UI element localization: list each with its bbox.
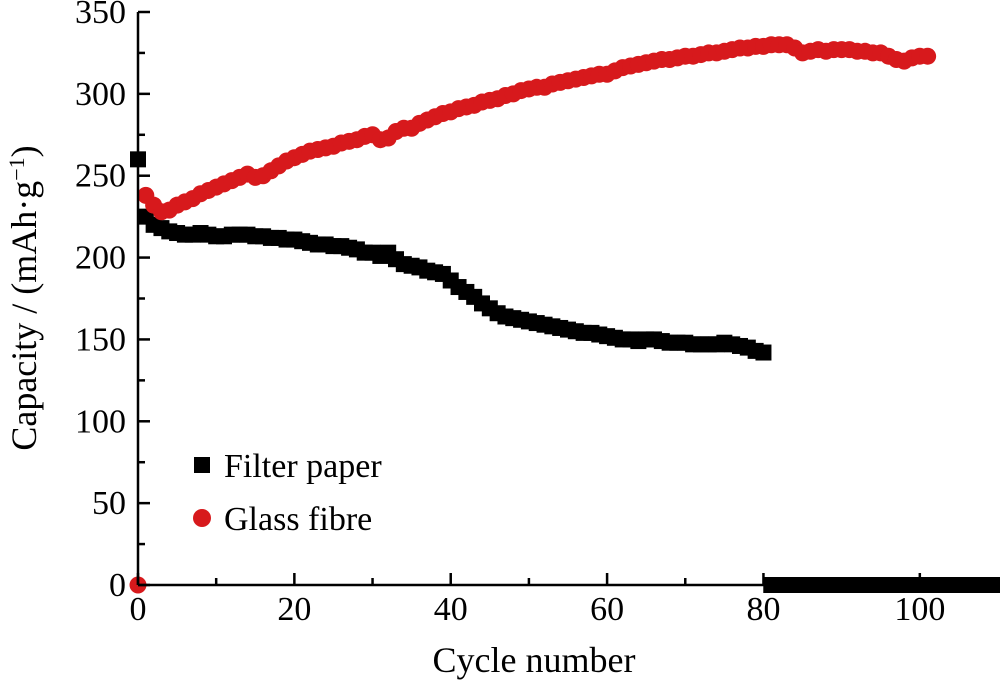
x-tick-label: 0: [130, 591, 147, 628]
series-glass-fibre: [129, 36, 937, 594]
y-tick-label: 0: [109, 567, 126, 604]
legend-marker-glass-fibre: [193, 509, 211, 527]
y-tick-label: 350: [75, 0, 126, 31]
x-tick-label: 40: [434, 591, 468, 628]
legend: Filter paper Glass fibre: [193, 448, 382, 538]
chart-tick-labels: 0 20 40 60 80 100 0 50 100 150 200 250 300 350: [75, 0, 945, 628]
x-axis-title: Cycle number: [433, 640, 636, 680]
y-tick-label: 50: [92, 485, 126, 522]
y-axis-title-superscript: −1: [4, 157, 29, 180]
filter-paper-point: [755, 344, 772, 361]
legend-label-glass-fibre: Glass fibre: [224, 501, 372, 538]
y-axis-title-main: Capacity / (mAh·g: [4, 181, 44, 451]
chart-ticks: [136, 10, 1000, 587]
legend-marker-filter-paper: [194, 457, 210, 473]
y-axis-title-suffix: ): [4, 145, 44, 157]
y-tick-label: 200: [75, 240, 126, 277]
glass-fibre-point: [919, 47, 937, 65]
x-tick-label: 20: [277, 591, 311, 628]
chart-axes: [136, 12, 998, 587]
y-tick-label: 150: [75, 321, 126, 358]
x-tick-label: 80: [746, 591, 780, 628]
y-tick-label: 300: [75, 76, 126, 113]
legend-label-filter-paper: Filter paper: [224, 448, 382, 485]
y-axis-title: Capacity / (mAh·g−1): [4, 145, 44, 450]
y-tick-label: 250: [75, 158, 126, 195]
y-tick-label: 100: [75, 403, 126, 440]
x-tick-label: 60: [590, 591, 624, 628]
x-tick-label: 100: [894, 591, 945, 628]
